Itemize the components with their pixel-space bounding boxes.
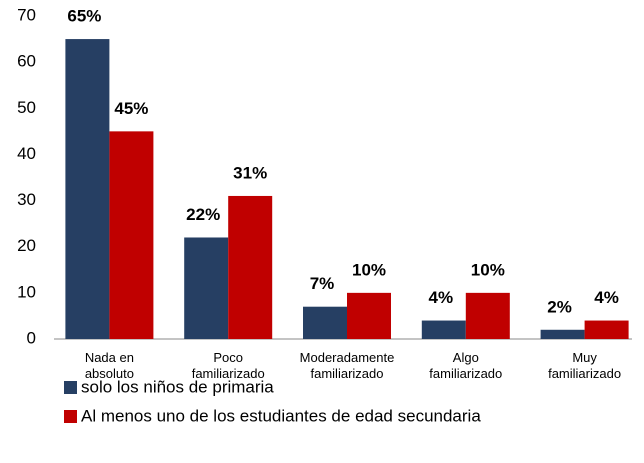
y-tick-label: 60 (17, 52, 36, 71)
value-label: 7% (310, 274, 335, 293)
x-tick-label: Poco familiarizado (192, 350, 265, 381)
value-label: 65% (67, 7, 101, 26)
x-tick-label: Nada en absoluto (85, 350, 134, 381)
y-tick-label: 30 (17, 190, 36, 209)
value-label: 45% (114, 99, 148, 118)
bar (421, 320, 466, 339)
x-tick-label: Muy familiarizado (548, 350, 621, 381)
legend-label: Al menos uno de los estudiantes de edad … (81, 406, 481, 425)
y-tick-label: 40 (17, 144, 36, 163)
value-label: 10% (352, 260, 386, 279)
legend-swatch (64, 381, 77, 394)
x-tick-label: Moderadamente familiarizado (300, 350, 395, 381)
bar (347, 292, 391, 339)
bar (228, 195, 273, 339)
y-tick-label: 70 (17, 5, 36, 24)
bar (465, 292, 510, 339)
legend-swatch (64, 410, 77, 423)
y-tick-label: 20 (17, 236, 36, 255)
bar (540, 329, 585, 339)
value-label: 2% (547, 297, 572, 316)
y-tick-label: 10 (17, 282, 36, 301)
value-label: 10% (471, 260, 505, 279)
value-label: 31% (233, 163, 267, 182)
legend-label: solo los niños de primaria (81, 377, 274, 396)
value-label: 4% (429, 288, 454, 307)
bar (584, 320, 629, 339)
bar (184, 237, 229, 339)
x-tick-label: Algo familiarizado (429, 350, 502, 381)
bar (303, 306, 347, 339)
value-label: 4% (594, 288, 619, 307)
y-tick-label: 50 (17, 98, 36, 117)
bar (65, 39, 110, 339)
value-label: 22% (186, 205, 220, 224)
bar (109, 131, 154, 339)
y-tick-label: 0 (27, 328, 36, 347)
